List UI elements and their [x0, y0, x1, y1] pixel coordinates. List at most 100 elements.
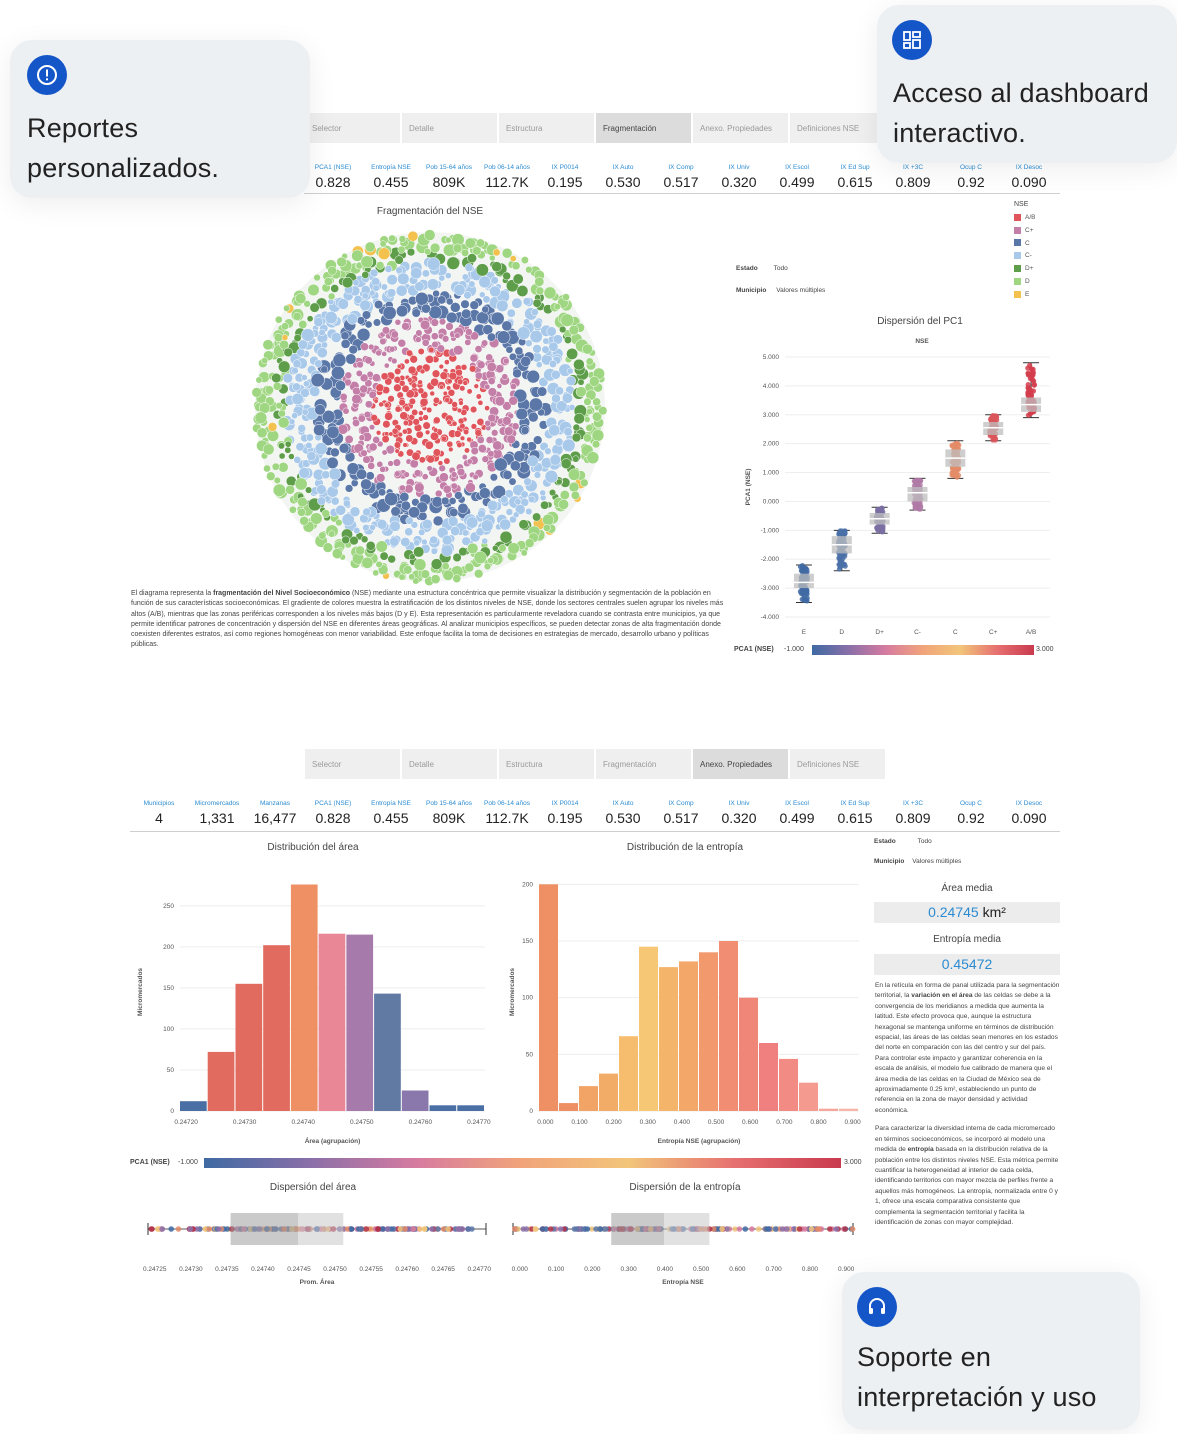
frag-bubble [278, 409, 286, 418]
frag-bubble [460, 364, 468, 371]
frag-bubble [454, 332, 461, 339]
frag-bubble [272, 483, 286, 497]
frag-bubble [464, 338, 472, 346]
frag-bubble [586, 451, 600, 465]
frag-bubble [448, 497, 457, 505]
hist-xtick: 0.500 [708, 1119, 725, 1126]
frag-bubble [303, 300, 311, 308]
legend-item-2[interactable]: C [1014, 238, 1064, 251]
top-tab-5[interactable]: Definiciones NSE [790, 113, 885, 143]
municipio-filter[interactable]: Municipio Valores múltiples [736, 287, 896, 294]
municipio-value[interactable]: Valores múltiples [776, 287, 826, 294]
frag-bubble [413, 469, 422, 477]
strip-point [539, 1226, 546, 1232]
bottom-municipio-filter[interactable]: Municipio Valores múltiples [874, 858, 1054, 865]
bottom-estado-filter[interactable]: Estado Todo [874, 838, 1054, 845]
frag-bubble [484, 420, 491, 427]
pc1-ytick: -1.000 [761, 527, 780, 534]
pc1-ytick: -3.000 [761, 585, 780, 592]
frag-bubble [402, 442, 408, 448]
bottom-tab-5[interactable]: Definiciones NSE [790, 749, 885, 779]
frag-bubble [565, 375, 576, 386]
legend-item-6[interactable]: E [1014, 289, 1064, 302]
pc1-ytick: 4.000 [763, 383, 780, 390]
frag-bubble [505, 345, 514, 354]
hist-bar [779, 1058, 798, 1111]
legend-item-1[interactable]: C+ [1014, 225, 1064, 238]
strip-point [187, 1226, 194, 1232]
legend-item-0[interactable]: A/B [1014, 212, 1064, 225]
municipio-value[interactable]: Valores múltiples [912, 858, 962, 865]
frag-bubble [378, 488, 387, 497]
frag-bubble [399, 484, 406, 492]
frag-bubble [554, 437, 564, 447]
estado-value[interactable]: Todo [917, 838, 932, 845]
legend-swatch [1014, 264, 1021, 272]
frag-bubble [446, 256, 460, 270]
frag-bubble [362, 507, 371, 517]
frag-bubble [380, 283, 388, 291]
frag-bubble [515, 407, 528, 421]
frag-bubble [475, 263, 489, 277]
frag-bubble [272, 381, 282, 391]
top-tab-2[interactable]: Estructura [499, 113, 594, 143]
frag-bubble [503, 426, 514, 436]
frag-bubble [327, 292, 336, 301]
kpi-7: IX Univ 0.320 [710, 163, 768, 193]
top-tab-1[interactable]: Detalle [402, 113, 497, 143]
frag-bubble [498, 544, 507, 553]
frag-bubble [598, 406, 608, 416]
frag-bubble [335, 518, 343, 527]
pc1-point [950, 471, 956, 477]
frag-bubble [535, 361, 543, 369]
top-tab-3[interactable]: Fragmentación [596, 113, 691, 143]
strip-point [808, 1226, 815, 1232]
frag-bubble [406, 349, 413, 357]
frag-bubble [413, 546, 425, 558]
pc1-xtick: E [802, 629, 807, 636]
estado-value[interactable]: Todo [773, 265, 788, 272]
frag-bubble [459, 435, 466, 441]
frag-bubble [340, 331, 350, 341]
bottom-tab-4[interactable]: Anexo. Propiedades [693, 749, 788, 779]
frag-bubble [494, 395, 506, 407]
legend-item-4[interactable]: D+ [1014, 263, 1064, 276]
frag-bubble [432, 515, 444, 527]
frag-bubble [359, 373, 369, 383]
frag-bubble [430, 377, 439, 387]
frag-bubble [395, 284, 408, 297]
frag-bubble [282, 373, 293, 384]
pc1-xtick: A/B [1026, 629, 1036, 636]
estado-filter[interactable]: Estado Todo [736, 265, 856, 272]
frag-bubble [375, 349, 382, 357]
frag-bubble [496, 299, 509, 312]
legend-item-3[interactable]: C- [1014, 250, 1064, 263]
top-kpi-strip: PCA1 (NSE) 0.828 Entropía NSE 0.455 Pob 15-6… [304, 163, 1060, 194]
frag-bubble [382, 305, 397, 320]
top-tab-0[interactable]: Selector [305, 113, 400, 143]
frag-bubble [509, 255, 517, 262]
frag-bubble [542, 523, 551, 532]
frag-bubble [467, 253, 477, 264]
frag-bubble [454, 491, 463, 500]
municipio-label: Municipio [874, 858, 905, 865]
frag-bubble [464, 263, 474, 272]
bottom-tab-3[interactable]: Fragmentación [596, 749, 691, 779]
pc1-point [879, 528, 886, 534]
frag-bubble [264, 385, 274, 395]
bottom-tab-1[interactable]: Detalle [402, 749, 497, 779]
colorbar-min: -1.000 [784, 646, 804, 653]
top-tab-4[interactable]: Anexo. Propiedades [693, 113, 788, 143]
legend-label: D [1025, 277, 1030, 285]
frag-bubble [444, 397, 451, 403]
frag-bubble [566, 367, 574, 375]
bottom-tab-0[interactable]: Selector [305, 749, 400, 779]
frag-bubble [462, 380, 469, 386]
frag-bubble [534, 276, 545, 287]
frag-bubble [463, 428, 470, 435]
strip-box-upper [664, 1213, 710, 1245]
bottom-tab-2[interactable]: Estructura [499, 749, 594, 779]
frag-bubble [544, 469, 559, 484]
legend-item-5[interactable]: D [1014, 276, 1064, 289]
frag-bubble [396, 305, 409, 318]
